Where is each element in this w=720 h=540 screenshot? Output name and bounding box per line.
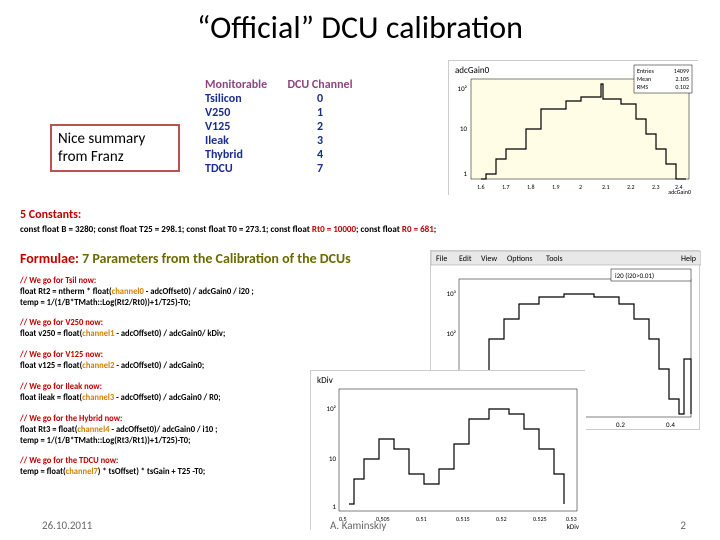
callout-line1: Nice summary <box>58 130 145 148</box>
th-channel: DCU Channel <box>275 78 365 92</box>
svg-text:1.6: 1.6 <box>477 183 485 191</box>
constants-line: const float B = 3280; const float T25 = … <box>20 224 436 235</box>
code-ileak: // We go for Ileak now: float ileak = fl… <box>20 382 221 404</box>
svg-text:2.1: 2.1 <box>602 183 610 191</box>
formulae-label: Formulae: 7 Parameters from the Calibrat… <box>20 250 351 267</box>
svg-text:2.2: 2.2 <box>627 183 635 191</box>
constants-label: 5 Constants: <box>20 208 81 222</box>
code-v250: // We go for V250 now: float v250 = floa… <box>20 318 225 340</box>
th-monitorable: Monitorable <box>205 78 275 92</box>
svg-text:1.8: 1.8 <box>527 183 535 191</box>
svg-text:0.51: 0.51 <box>416 515 427 523</box>
footer-author: A. Kaminskiy <box>330 519 386 532</box>
code-v125: // We go for V125 now: float v125 = floa… <box>20 350 204 372</box>
table-row: V1252 <box>205 120 365 134</box>
callout-box: Nice summary from Franz <box>50 124 180 172</box>
svg-text:0.525: 0.525 <box>533 515 547 523</box>
svg-text:0.52: 0.52 <box>496 515 507 523</box>
svg-text:10²: 10² <box>327 404 337 413</box>
svg-text:0.515: 0.515 <box>456 515 470 523</box>
table-row: TDCU7 <box>205 162 365 176</box>
svg-text:Options: Options <box>507 254 532 264</box>
svg-text:0.4: 0.4 <box>666 420 675 429</box>
table-row: Tsilicon0 <box>205 92 365 106</box>
dcu-table: MonitorableDCU Channel Tsilicon0 V2501 V… <box>205 78 365 176</box>
svg-text:2: 2 <box>579 183 582 191</box>
svg-text:Mean: Mean <box>637 75 651 83</box>
svg-text:Help: Help <box>681 254 696 264</box>
svg-text:adcGain0: adcGain0 <box>668 188 691 196</box>
footer-date: 26.10.2011 <box>42 519 92 532</box>
code-tsil: // We go for Tsil now: float Rt2 = nther… <box>20 276 254 309</box>
slide-title: “Official” DCU calibration <box>0 0 720 47</box>
svg-text:1: 1 <box>332 502 336 511</box>
svg-text:RMS: RMS <box>637 83 648 91</box>
svg-text:Entries: Entries <box>637 67 654 75</box>
svg-text:kDiv: kDiv <box>567 522 580 531</box>
table-row: V2501 <box>205 106 365 120</box>
svg-text:10: 10 <box>460 124 468 133</box>
svg-text:i20 (i20>0.01): i20 (i20>0.01) <box>615 271 654 280</box>
svg-text:kDiv: kDiv <box>317 375 333 386</box>
plot1-title: adcGain0 <box>455 65 490 76</box>
footer-page: 2 <box>680 519 686 532</box>
svg-text:2.3: 2.3 <box>652 183 660 191</box>
svg-text:0.2: 0.2 <box>616 420 625 429</box>
table-row: Ileak3 <box>205 134 365 148</box>
svg-text:14099: 14099 <box>674 67 689 75</box>
plot-kdiv: kDiv 1 10 10² 0.5 0.505 0.51 0.515 0.52 … <box>310 370 585 530</box>
code-tdcu: // We go for the TDCU now: temp = float(… <box>20 456 205 478</box>
code-hybrid: // We go for the Hybrid now: float Rt3 =… <box>20 414 217 447</box>
svg-text:File: File <box>436 254 447 264</box>
svg-text:2.105: 2.105 <box>675 75 689 83</box>
svg-text:Tools: Tools <box>546 254 563 264</box>
callout-line2: from Franz <box>58 148 124 166</box>
svg-text:1.7: 1.7 <box>502 183 510 191</box>
svg-text:10: 10 <box>329 454 337 463</box>
svg-text:10²: 10² <box>458 84 468 93</box>
svg-text:0.102: 0.102 <box>675 83 689 91</box>
svg-text:Edit: Edit <box>459 254 472 264</box>
svg-text:View: View <box>481 254 497 264</box>
svg-text:10²: 10² <box>447 329 457 338</box>
svg-text:10³: 10³ <box>447 289 457 298</box>
svg-text:1.9: 1.9 <box>552 183 560 191</box>
svg-text:1: 1 <box>463 169 467 178</box>
plot-adcgain0: adcGain0 Entries 14099 Mean 2.105 RMS 0.102… <box>448 60 698 195</box>
table-row: Thybrid4 <box>205 148 365 162</box>
